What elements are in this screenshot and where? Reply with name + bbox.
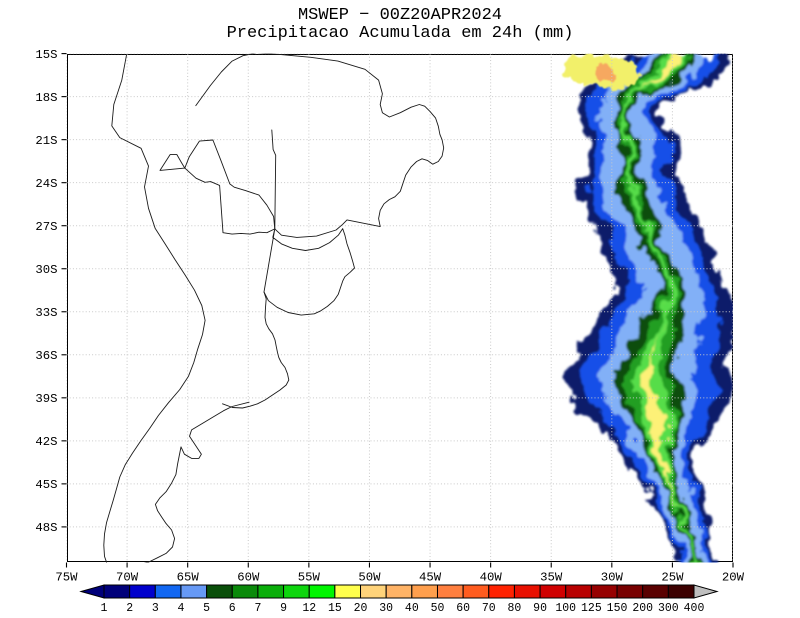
svg-text:20: 20 bbox=[354, 602, 368, 615]
svg-text:7: 7 bbox=[254, 602, 261, 615]
svg-text:55W: 55W bbox=[298, 571, 321, 585]
svg-text:27S: 27S bbox=[35, 220, 57, 234]
svg-text:80: 80 bbox=[508, 602, 522, 615]
svg-text:6: 6 bbox=[229, 602, 236, 615]
svg-text:40: 40 bbox=[405, 602, 419, 615]
svg-text:150: 150 bbox=[607, 602, 628, 615]
svg-text:125: 125 bbox=[581, 602, 602, 615]
svg-text:48S: 48S bbox=[35, 521, 57, 535]
svg-text:65W: 65W bbox=[177, 571, 200, 585]
svg-text:45W: 45W bbox=[419, 571, 442, 585]
svg-text:2: 2 bbox=[126, 602, 133, 615]
svg-text:9: 9 bbox=[280, 602, 287, 615]
svg-text:30W: 30W bbox=[601, 571, 624, 585]
svg-text:18S: 18S bbox=[35, 91, 57, 105]
svg-text:36S: 36S bbox=[35, 349, 57, 363]
svg-text:60W: 60W bbox=[237, 571, 260, 585]
svg-text:45S: 45S bbox=[35, 478, 57, 492]
svg-text:100: 100 bbox=[555, 602, 576, 615]
svg-text:39S: 39S bbox=[35, 392, 57, 406]
svg-text:30: 30 bbox=[379, 602, 393, 615]
svg-text:21S: 21S bbox=[35, 134, 57, 148]
svg-text:5: 5 bbox=[203, 602, 210, 615]
svg-text:90: 90 bbox=[533, 602, 547, 615]
svg-text:3: 3 bbox=[152, 602, 159, 615]
svg-text:70W: 70W bbox=[116, 571, 139, 585]
svg-text:15: 15 bbox=[328, 602, 342, 615]
svg-text:30S: 30S bbox=[35, 263, 57, 277]
svg-text:35W: 35W bbox=[540, 571, 563, 585]
svg-text:24S: 24S bbox=[35, 177, 57, 191]
svg-text:400: 400 bbox=[684, 602, 705, 615]
svg-text:70: 70 bbox=[482, 602, 496, 615]
svg-text:12: 12 bbox=[302, 602, 316, 615]
svg-text:300: 300 bbox=[658, 602, 679, 615]
svg-text:25W: 25W bbox=[661, 571, 684, 585]
svg-text:20W: 20W bbox=[722, 571, 745, 585]
svg-text:60: 60 bbox=[456, 602, 470, 615]
svg-text:50: 50 bbox=[431, 602, 445, 615]
svg-text:1: 1 bbox=[101, 602, 108, 615]
svg-text:75W: 75W bbox=[55, 571, 78, 585]
svg-text:200: 200 bbox=[632, 602, 653, 615]
svg-text:42S: 42S bbox=[35, 435, 57, 449]
svg-text:50W: 50W bbox=[358, 571, 381, 585]
svg-text:15S: 15S bbox=[35, 48, 57, 62]
svg-text:33S: 33S bbox=[35, 306, 57, 320]
svg-text:40W: 40W bbox=[480, 571, 503, 585]
svg-text:4: 4 bbox=[178, 602, 185, 615]
